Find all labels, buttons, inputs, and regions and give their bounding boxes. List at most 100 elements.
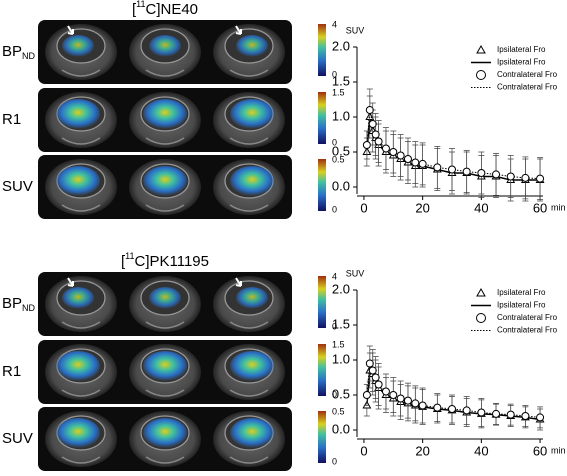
- y-tick-label: 1.5: [332, 73, 350, 88]
- legend-label: Contralateral Fro: [497, 313, 558, 322]
- marker-circle: [374, 137, 383, 146]
- colorbar-tick-label: 0: [332, 137, 337, 147]
- row-label: R1: [2, 363, 21, 380]
- tracer-uptake: [56, 351, 100, 381]
- arrow: [235, 277, 242, 287]
- tracer-uptake: [143, 99, 187, 129]
- marker-circle: [477, 169, 486, 177]
- marker-circle: [381, 144, 390, 153]
- legend-label: Ipsilateral Fro: [497, 288, 546, 297]
- jaw: [61, 456, 101, 464]
- marker-circle: [418, 401, 427, 410]
- marker-circle: [448, 165, 456, 174]
- row-label: BPND: [2, 295, 36, 313]
- y-tick-label: 0.5: [332, 143, 350, 158]
- jaw: [145, 389, 185, 397]
- tracer-uptake: [62, 287, 94, 309]
- colorbar: [318, 159, 326, 211]
- marker-circle: [492, 409, 501, 418]
- tracer-uptake: [230, 351, 274, 381]
- colorbar-tick-label: 0.5: [332, 154, 345, 164]
- jaw: [61, 389, 101, 397]
- arrow: [235, 25, 242, 35]
- row-label-main: SUV: [2, 430, 33, 447]
- marker-circle: [371, 130, 380, 139]
- tracer-uptake: [143, 166, 187, 196]
- legend-symbol: [476, 313, 486, 323]
- x-tick-label: 0: [360, 200, 367, 215]
- tracer-uptake: [230, 166, 274, 196]
- colorbar-tick-label: 1.5: [332, 87, 345, 97]
- y-tick-label: 2.0: [332, 281, 350, 296]
- tracer-uptake: [143, 351, 187, 381]
- legend-symbol: [476, 44, 486, 54]
- tracer-uptake: [149, 287, 181, 309]
- jaw: [229, 321, 269, 329]
- x-tick-label: 40: [474, 443, 488, 458]
- jaw: [61, 137, 101, 145]
- marker-circle: [506, 410, 515, 419]
- colorbar: [318, 344, 326, 396]
- tracer-uptake: [62, 35, 94, 57]
- legend-symbol: [476, 70, 486, 80]
- row-label-main: SUV: [2, 178, 33, 195]
- marker-circle: [462, 167, 471, 176]
- colorbar: [318, 92, 326, 144]
- y-tick-label: 0.5: [332, 386, 350, 401]
- marker-circle: [396, 394, 405, 403]
- marker-circle: [365, 106, 374, 114]
- x-axis-label: min: [551, 202, 566, 212]
- y-tick-label: 1.0: [332, 351, 350, 366]
- jaw: [229, 137, 269, 145]
- colorbar-tick-label: 4: [332, 271, 337, 281]
- row-label-sub: ND: [22, 51, 35, 61]
- legend-label: Ipsilateral Fro: [497, 301, 546, 310]
- marker-circle: [448, 405, 456, 413]
- marker-circle: [536, 413, 545, 422]
- colorbar: [318, 24, 326, 76]
- tracer-uptake: [56, 166, 100, 196]
- y-tick-label: 1.5: [332, 316, 350, 331]
- y-axis-label: SUV: [346, 268, 365, 278]
- row-label: SUV: [2, 178, 33, 195]
- row-label-main: R1: [2, 111, 21, 128]
- jaw: [61, 69, 101, 77]
- colorbar-tick-label: 0: [332, 69, 337, 79]
- jaw: [145, 456, 185, 464]
- tracer-uptake: [230, 418, 274, 448]
- colorbar-tick-label: 0: [332, 456, 337, 466]
- legend-label: Contralateral Fro: [497, 83, 558, 92]
- jaw: [61, 321, 101, 329]
- row-label: SUV: [2, 430, 33, 447]
- title-part: [: [132, 1, 137, 18]
- y-tick-label: 0.0: [332, 421, 350, 436]
- jaw: [229, 456, 269, 464]
- marker-circle: [477, 408, 486, 417]
- arrow: [67, 277, 74, 287]
- title-part: [: [121, 253, 126, 270]
- colorbar-tick-label: 0: [332, 389, 337, 399]
- title-sup: 11: [125, 251, 134, 261]
- row-label: BPND: [2, 43, 36, 61]
- colorbar-tick-label: 4: [332, 19, 337, 29]
- x-tick-label: 0: [360, 443, 367, 458]
- marker-circle: [462, 406, 471, 415]
- marker-circle: [362, 141, 371, 149]
- y-tick-label: 1.0: [332, 108, 350, 123]
- jaw: [61, 204, 101, 212]
- panel-title: [11C]NE40: [132, 0, 198, 18]
- marker-circle: [411, 158, 420, 167]
- marker-circle: [521, 173, 530, 182]
- jaw: [229, 69, 269, 77]
- x-tick-label: 20: [415, 443, 429, 458]
- colorbar-tick-label: 0: [332, 204, 337, 214]
- tracer-uptake: [56, 418, 100, 448]
- tracer-uptake: [56, 99, 100, 129]
- marker-circle: [381, 387, 390, 396]
- colorbar-tick-label: 0.5: [332, 406, 345, 416]
- colorbar: [318, 411, 326, 463]
- jaw: [229, 389, 269, 397]
- marker-circle: [389, 391, 398, 399]
- marker-circle: [374, 380, 383, 389]
- tracer-uptake: [149, 35, 181, 57]
